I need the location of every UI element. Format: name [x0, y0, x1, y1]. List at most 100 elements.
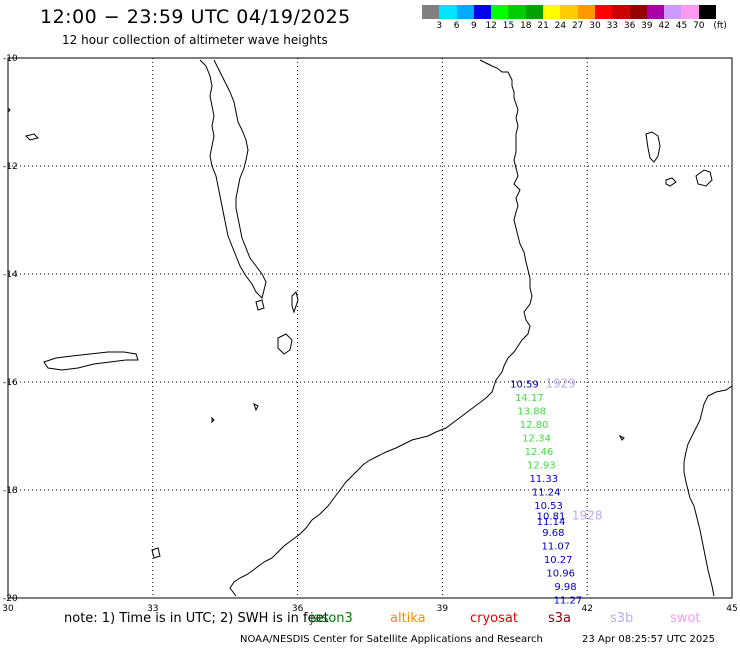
wave-height-value: 12.93 [527, 460, 556, 471]
wave-height-value: 12.80 [520, 420, 549, 431]
satellite-label-s3b: s3b [610, 611, 634, 626]
longitude-tick-label: 42 [581, 604, 592, 614]
map-subtitle: 12 hour collection of altimeter wave hei… [62, 33, 328, 47]
legend-swatch [681, 5, 699, 19]
wave-height-value: 11.27 [554, 595, 583, 606]
madagascar-coastline [683, 385, 733, 597]
credit-line: NOAA/NESDIS Center for Satellite Applica… [240, 634, 543, 645]
east-africa-coastline [229, 59, 533, 597]
legend-swatch [456, 5, 474, 19]
legend-swatch [698, 5, 717, 19]
comoros-island-large [645, 131, 661, 163]
lake-chiuta-outline [291, 291, 299, 314]
latitude-tick-label: -14 [3, 270, 18, 280]
legend-label: 27 [571, 21, 584, 31]
wave-height-value: 11.33 [529, 474, 558, 485]
legend-label: 30 [589, 21, 601, 31]
legend-label: 45 [675, 21, 688, 31]
lake-dot-3 [151, 547, 161, 559]
footer-note: note: 1) Time is in UTC; 2) SWH is in fe… [64, 611, 329, 626]
wave-height-value: 12.46 [525, 447, 554, 458]
pass-time-label: 1928 [572, 509, 603, 523]
latitude-tick-label: -16 [3, 378, 18, 388]
color-scale-labels: 3 6 9 12 15 18 21 24 27 30 33 36 39 42 45 70 (ft) [422, 21, 740, 33]
legend-swatch [543, 5, 561, 19]
longitude-tick-label: 30 [2, 604, 14, 614]
legend-label: 42 [658, 21, 670, 31]
legend-label: 70 [693, 21, 705, 31]
legend-swatch [560, 5, 578, 19]
legend-swatch [629, 5, 647, 19]
legend-swatch [422, 5, 440, 19]
coastlines [7, 59, 733, 597]
latitude-tick-label: -20 [3, 594, 18, 604]
legend-label: 33 [606, 21, 619, 31]
color-scale-legend [422, 5, 717, 19]
wave-height-value: 14.17 [515, 393, 544, 404]
latitude-tick-label: -12 [3, 162, 18, 172]
legend-label: 6 [453, 21, 460, 31]
lake-dot-2 [211, 416, 215, 424]
legend-swatch [439, 5, 457, 19]
lake-dot-1 [253, 403, 259, 412]
lake-dot-5 [25, 133, 39, 141]
legend-label: 24 [554, 21, 567, 31]
wave-height-value: 10.59 [510, 379, 539, 390]
longitude-tick-label: 45 [726, 604, 737, 614]
satellite-label-swot: swot [670, 611, 701, 626]
map-title: 12:00 − 23:59 UTC 04/19/2025 [40, 6, 351, 28]
legend-label: (ft) [713, 21, 727, 31]
wave-height-value: 11.07 [542, 541, 571, 552]
legend-swatch [646, 5, 665, 19]
pass-time-labels: 1929 1928 [545, 376, 602, 522]
wave-height-observations: 10.59 14.17 13.88 12.80 12.34 12.46 12.93 11.33… [510, 379, 582, 606]
wave-height-value: 11.24 [532, 487, 561, 498]
longitude-tick-label: 36 [292, 604, 304, 614]
longitude-tick-labels: 30 33 36 39 42 45 [2, 604, 737, 614]
lake-dot-6 [618, 434, 625, 441]
lake-small-west [255, 299, 265, 311]
legend-label: 12 [485, 21, 497, 31]
lake-dot-4 [7, 106, 11, 114]
map-gridlines [7, 57, 733, 599]
legend-swatch [473, 5, 492, 19]
legend-label: 21 [537, 21, 549, 31]
legend-swatch [577, 5, 595, 19]
satellite-label-s3a: s3a [548, 611, 572, 626]
lake-chilwa-outline [277, 333, 293, 355]
legend-label: 15 [502, 21, 515, 31]
map-frame [7, 57, 733, 599]
latitude-tick-labels: -10 -12 -14 -16 -18 -20 [3, 54, 18, 604]
legend-swatch [664, 5, 682, 19]
legend-swatch [594, 5, 613, 19]
legend-swatch [491, 5, 509, 19]
latitude-tick-label: -18 [3, 486, 18, 496]
pass-time-label: 1929 [545, 376, 576, 390]
wave-height-value: 10.96 [546, 568, 575, 579]
lake-malawi-outline [199, 59, 267, 299]
wave-height-value: 9.68 [542, 528, 564, 539]
comoros-island-small [665, 177, 677, 187]
satellite-label-cryosat: cryosat [470, 611, 518, 626]
wave-height-value: 9.98 [554, 582, 576, 593]
legend-label: 3 [436, 21, 443, 31]
wave-height-value: 12.34 [522, 433, 551, 444]
longitude-tick-label: 33 [147, 604, 158, 614]
latitude-tick-label: -10 [3, 54, 18, 64]
legend-label: 36 [623, 21, 636, 31]
legend-label: 9 [471, 21, 477, 31]
legend-label: 39 [641, 21, 653, 31]
longitude-tick-label: 39 [437, 604, 449, 614]
wave-height-value: 10.27 [544, 555, 573, 566]
legend-swatch [508, 5, 526, 19]
comoros-island-east [695, 169, 713, 187]
legend-label: 18 [520, 21, 532, 31]
wave-height-value: 13.88 [517, 406, 546, 417]
wave-height-value: 10.81 [537, 512, 566, 523]
legend-swatch [612, 5, 630, 19]
satellite-label-altika: altika [390, 611, 426, 626]
satellite-label-jason3: jason3 [310, 611, 353, 626]
lake-cahora-bassa-outline [43, 351, 139, 371]
wave-height-value: 11.14 [537, 517, 566, 528]
